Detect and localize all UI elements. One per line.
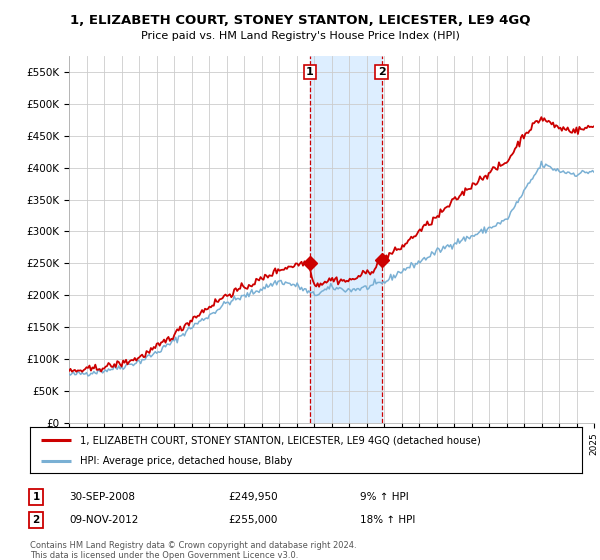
Text: 1, ELIZABETH COURT, STONEY STANTON, LEICESTER, LE9 4GQ: 1, ELIZABETH COURT, STONEY STANTON, LEIC…: [70, 14, 530, 27]
Text: 30-SEP-2008: 30-SEP-2008: [69, 492, 135, 502]
Text: Contains HM Land Registry data © Crown copyright and database right 2024.
This d: Contains HM Land Registry data © Crown c…: [30, 541, 356, 560]
Text: 2: 2: [32, 515, 40, 525]
Text: 9% ↑ HPI: 9% ↑ HPI: [360, 492, 409, 502]
Text: 1, ELIZABETH COURT, STONEY STANTON, LEICESTER, LE9 4GQ (detached house): 1, ELIZABETH COURT, STONEY STANTON, LEIC…: [80, 435, 481, 445]
Text: 1: 1: [32, 492, 40, 502]
Text: £255,000: £255,000: [228, 515, 277, 525]
Text: 1: 1: [306, 67, 314, 77]
Bar: [310, 56, 382, 423]
Text: 09-NOV-2012: 09-NOV-2012: [69, 515, 139, 525]
Text: Price paid vs. HM Land Registry's House Price Index (HPI): Price paid vs. HM Land Registry's House …: [140, 31, 460, 41]
Text: £249,950: £249,950: [228, 492, 278, 502]
Text: 18% ↑ HPI: 18% ↑ HPI: [360, 515, 415, 525]
Text: 2: 2: [377, 67, 385, 77]
Text: HPI: Average price, detached house, Blaby: HPI: Average price, detached house, Blab…: [80, 456, 292, 466]
